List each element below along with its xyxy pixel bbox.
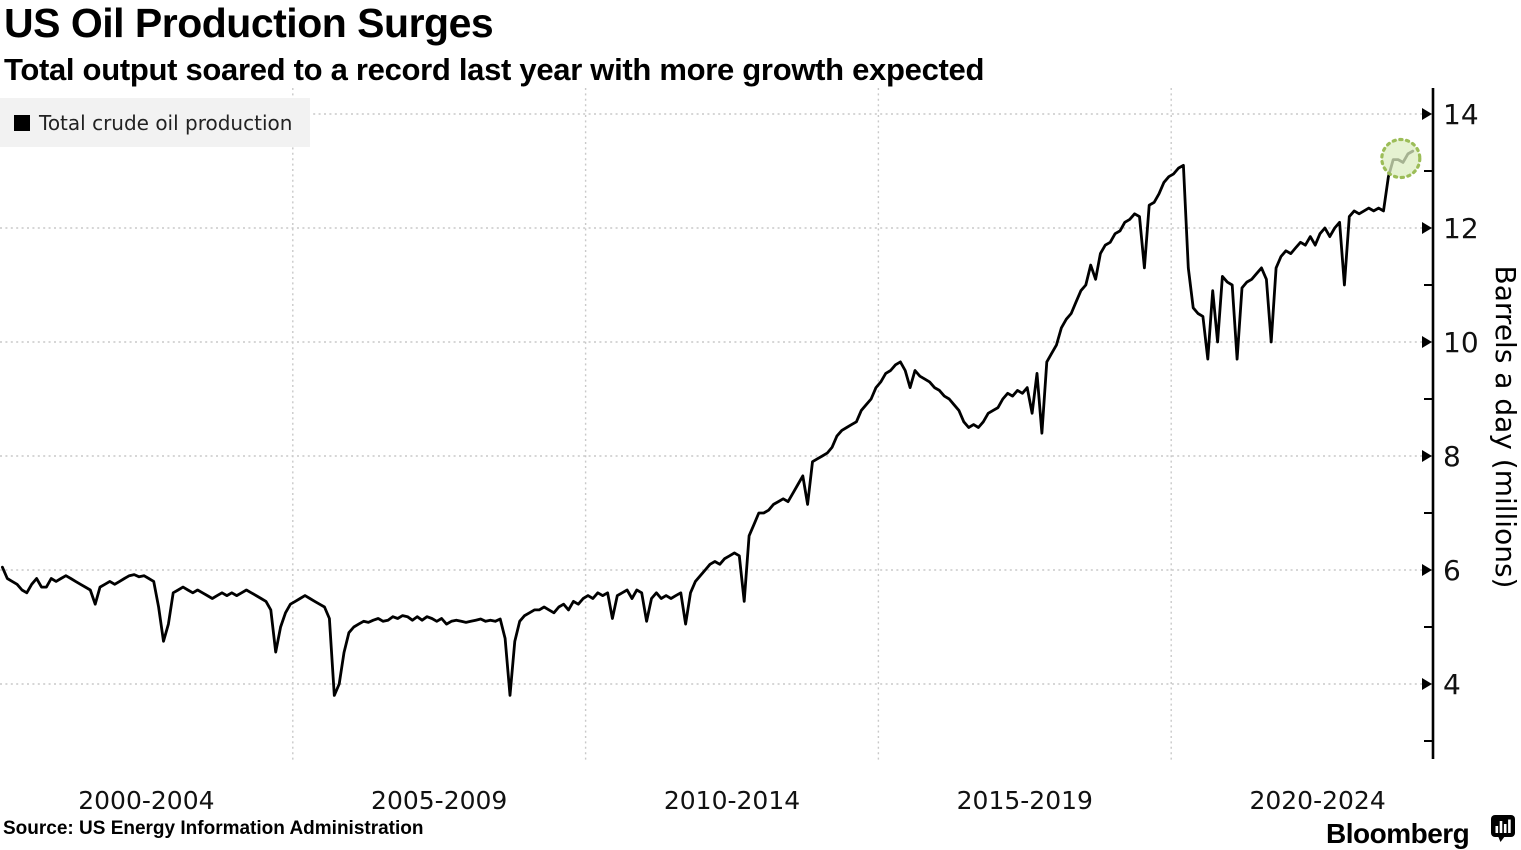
x-tick-label: 2020-2024: [1249, 786, 1385, 815]
y-major-tick: [1422, 678, 1432, 690]
source-credit: Source: US Energy Information Administra…: [3, 818, 424, 839]
highlight-circle-fill: [1381, 139, 1420, 178]
legend-label: Total crude oil production: [39, 110, 293, 135]
bloomberg-terminal-icon: [1491, 815, 1515, 842]
bloomberg-wordmark: Bloomberg: [1326, 818, 1470, 849]
x-tick-label: 2015-2019: [957, 786, 1093, 815]
y-tick-label: 6: [1443, 554, 1461, 587]
y-tick-label: 14: [1443, 98, 1479, 131]
y-major-tick: [1422, 108, 1432, 120]
x-tick-label: 2000-2004: [78, 786, 214, 815]
page-subtitle: Total output soared to a record last yea…: [4, 52, 985, 87]
y-tick-label: 4: [1443, 668, 1461, 701]
y-major-tick: [1422, 222, 1432, 234]
y-tick-label: 10: [1443, 326, 1479, 359]
highlight-circle-ring: [1380, 137, 1422, 180]
y-major-tick: [1422, 336, 1432, 348]
production-line: [1, 149, 1415, 697]
y-tick-label: 12: [1443, 212, 1479, 245]
y-major-tick: [1422, 564, 1432, 576]
y-major-tick: [1422, 450, 1432, 462]
x-tick-label: 2010-2014: [664, 786, 800, 815]
y-axis-title: Barrels a day (millions): [1489, 266, 1521, 589]
legend: Total crude oil production: [0, 98, 311, 147]
y-tick-label: 8: [1443, 440, 1461, 473]
page-title: US Oil Production Surges: [4, 0, 494, 46]
legend-swatch-icon: [14, 114, 30, 131]
x-tick-label: 2005-2009: [371, 786, 507, 815]
